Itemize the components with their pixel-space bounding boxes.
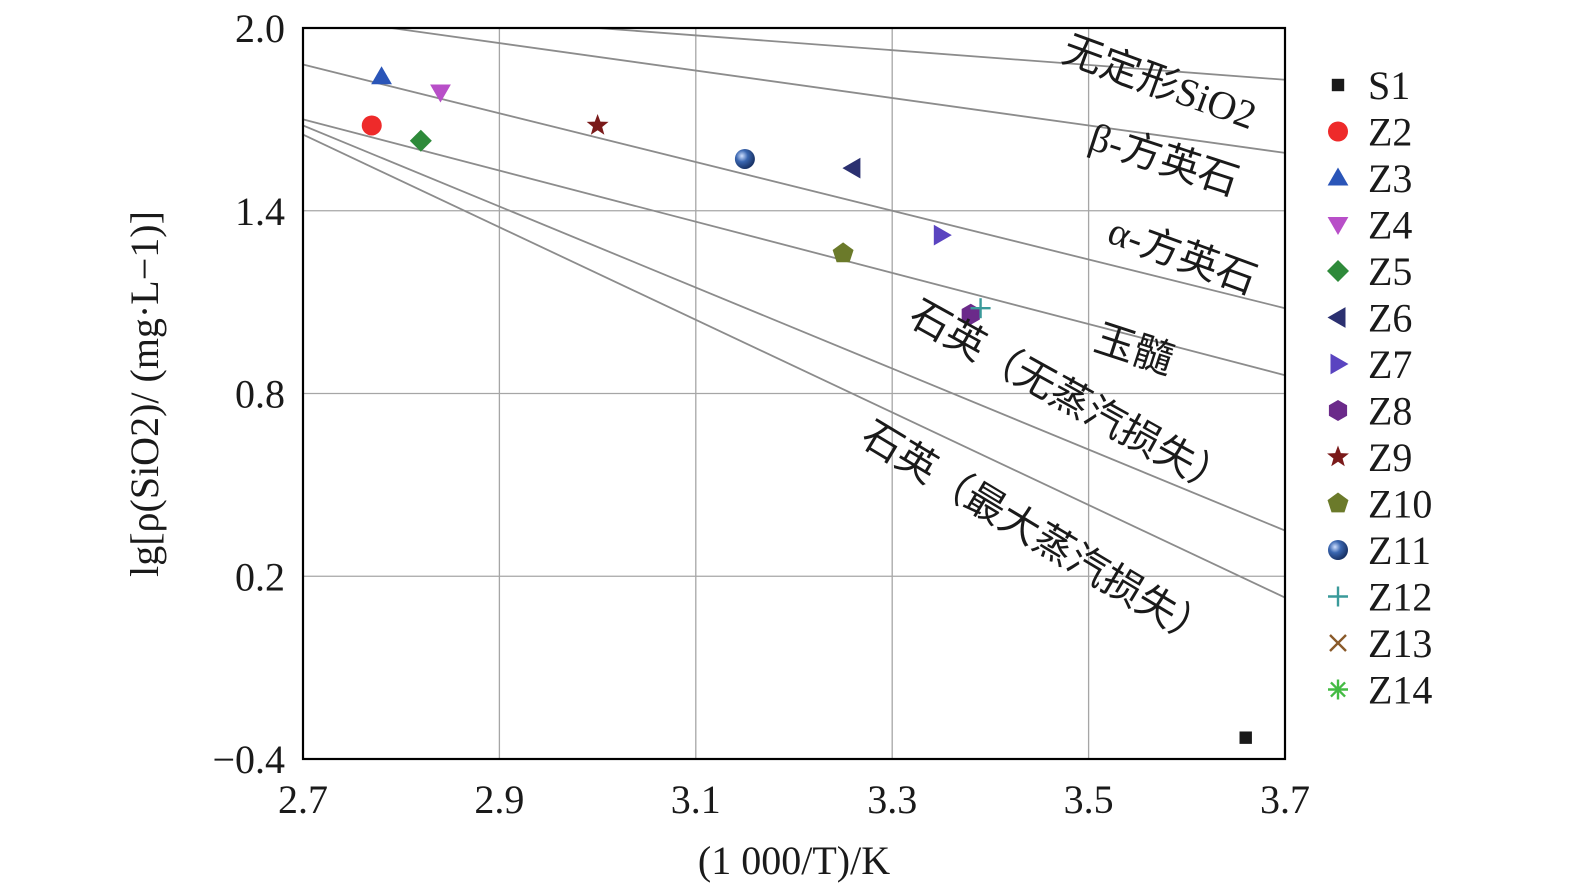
- x-tick-label: 3.7: [1260, 777, 1310, 822]
- legend-label: Z6: [1368, 296, 1412, 341]
- legend-item: Z14: [1328, 668, 1432, 713]
- legend-marker-z10: [1327, 492, 1349, 513]
- legend-marker-z3: [1327, 167, 1349, 186]
- reference-curve: [302, 63, 1286, 310]
- legend-label: Z13: [1368, 621, 1432, 666]
- legend-label: Z4: [1368, 203, 1412, 248]
- legend-item: Z12: [1328, 575, 1432, 620]
- x-axis-title: (1 000/T)/K: [698, 838, 890, 883]
- legend-label: S1: [1368, 63, 1410, 108]
- reference-curve: [597, 27, 1286, 81]
- legend-label: Z7: [1368, 342, 1412, 387]
- y-axis-title: lg[ρ(SiO2)/ (mg·L−1)]: [122, 211, 167, 577]
- legend-marker-z4: [1327, 217, 1349, 235]
- legend-item: Z2: [1328, 110, 1412, 155]
- legend-item: Z11: [1328, 528, 1431, 573]
- legend-marker-z13: [1329, 634, 1347, 652]
- reference-curve: [391, 27, 1286, 154]
- legend-marker-s1: [1331, 78, 1345, 92]
- x-tick-label: 3.1: [671, 777, 721, 822]
- legend-item: Z7: [1330, 342, 1412, 387]
- x-tick-label: 2.7: [278, 777, 328, 822]
- legend-item: S1: [1331, 63, 1410, 108]
- legend-marker-z6: [1327, 307, 1346, 328]
- tick-labels: 2.7 2.9 3.1 3.3 3.5 3.7 2.0 1.4 0.8 0.2 −0.4: [212, 6, 1310, 822]
- legend-item: Z6: [1327, 296, 1412, 341]
- legend-item: Z3: [1327, 156, 1412, 201]
- legend-label: Z14: [1368, 668, 1432, 713]
- curve-label: α-方英石: [1102, 208, 1262, 303]
- legend-item: Z8: [1328, 389, 1412, 434]
- legend-label: Z9: [1368, 435, 1412, 480]
- legend-marker-z5: [1327, 260, 1349, 282]
- legend-marker-z7: [1330, 353, 1349, 375]
- legend-marker-z14: [1328, 679, 1348, 700]
- data-point-s1: [1239, 731, 1252, 744]
- legend-label: Z2: [1368, 110, 1412, 155]
- legend-marker-z12: [1328, 586, 1348, 607]
- data-point-z5: [409, 129, 432, 152]
- legend-marker-z9: [1327, 445, 1349, 467]
- y-tick-label: 0.2: [235, 554, 285, 599]
- data-point-z7: [933, 224, 952, 246]
- legend-marker-z2: [1328, 121, 1348, 142]
- data-point-z11: [734, 148, 755, 169]
- data-point-z2: [361, 115, 382, 136]
- reference-curve: [302, 133, 1286, 599]
- data-point-z10: [832, 242, 854, 263]
- data-point-z6: [842, 157, 861, 179]
- legend-label: Z12: [1368, 575, 1432, 620]
- legend-label: Z11: [1368, 528, 1431, 573]
- reference-curve: [302, 124, 1286, 532]
- x-tick-label: 2.9: [474, 777, 524, 822]
- legend-item: Z4: [1327, 203, 1412, 248]
- legend-label: Z5: [1368, 249, 1412, 294]
- reference-curves: [302, 27, 1286, 599]
- legend-item: Z10: [1327, 482, 1432, 527]
- x-tick-label: 3.5: [1064, 777, 1114, 822]
- data-point-z12: [970, 298, 991, 319]
- legend-label: Z3: [1368, 156, 1412, 201]
- y-tick-label: 2.0: [235, 6, 285, 51]
- y-tick-label: −0.4: [212, 737, 285, 782]
- reference-curve: [302, 118, 1286, 377]
- data-points: [361, 66, 1252, 744]
- curve-label: 玉髓: [1089, 315, 1179, 383]
- data-point-z4: [430, 84, 451, 103]
- x-tick-label: 3.3: [867, 777, 917, 822]
- curve-label: 无定形SiO2: [1057, 27, 1262, 138]
- legend-label: Z10: [1368, 482, 1432, 527]
- plot-frame: [301, 26, 1287, 761]
- legend-item: Z5: [1327, 249, 1412, 294]
- legend-item: Z9: [1327, 435, 1412, 480]
- legend-marker-z11: [1328, 540, 1348, 560]
- legend-item: Z13: [1329, 621, 1432, 666]
- y-tick-label: 0.8: [235, 372, 285, 417]
- data-point-z9: [586, 113, 609, 135]
- legend-label: Z8: [1368, 389, 1412, 434]
- legend-marker-z8: [1328, 400, 1348, 421]
- y-tick-label: 1.4: [235, 189, 285, 234]
- data-point-z3: [371, 66, 392, 85]
- gridlines: [303, 28, 1285, 759]
